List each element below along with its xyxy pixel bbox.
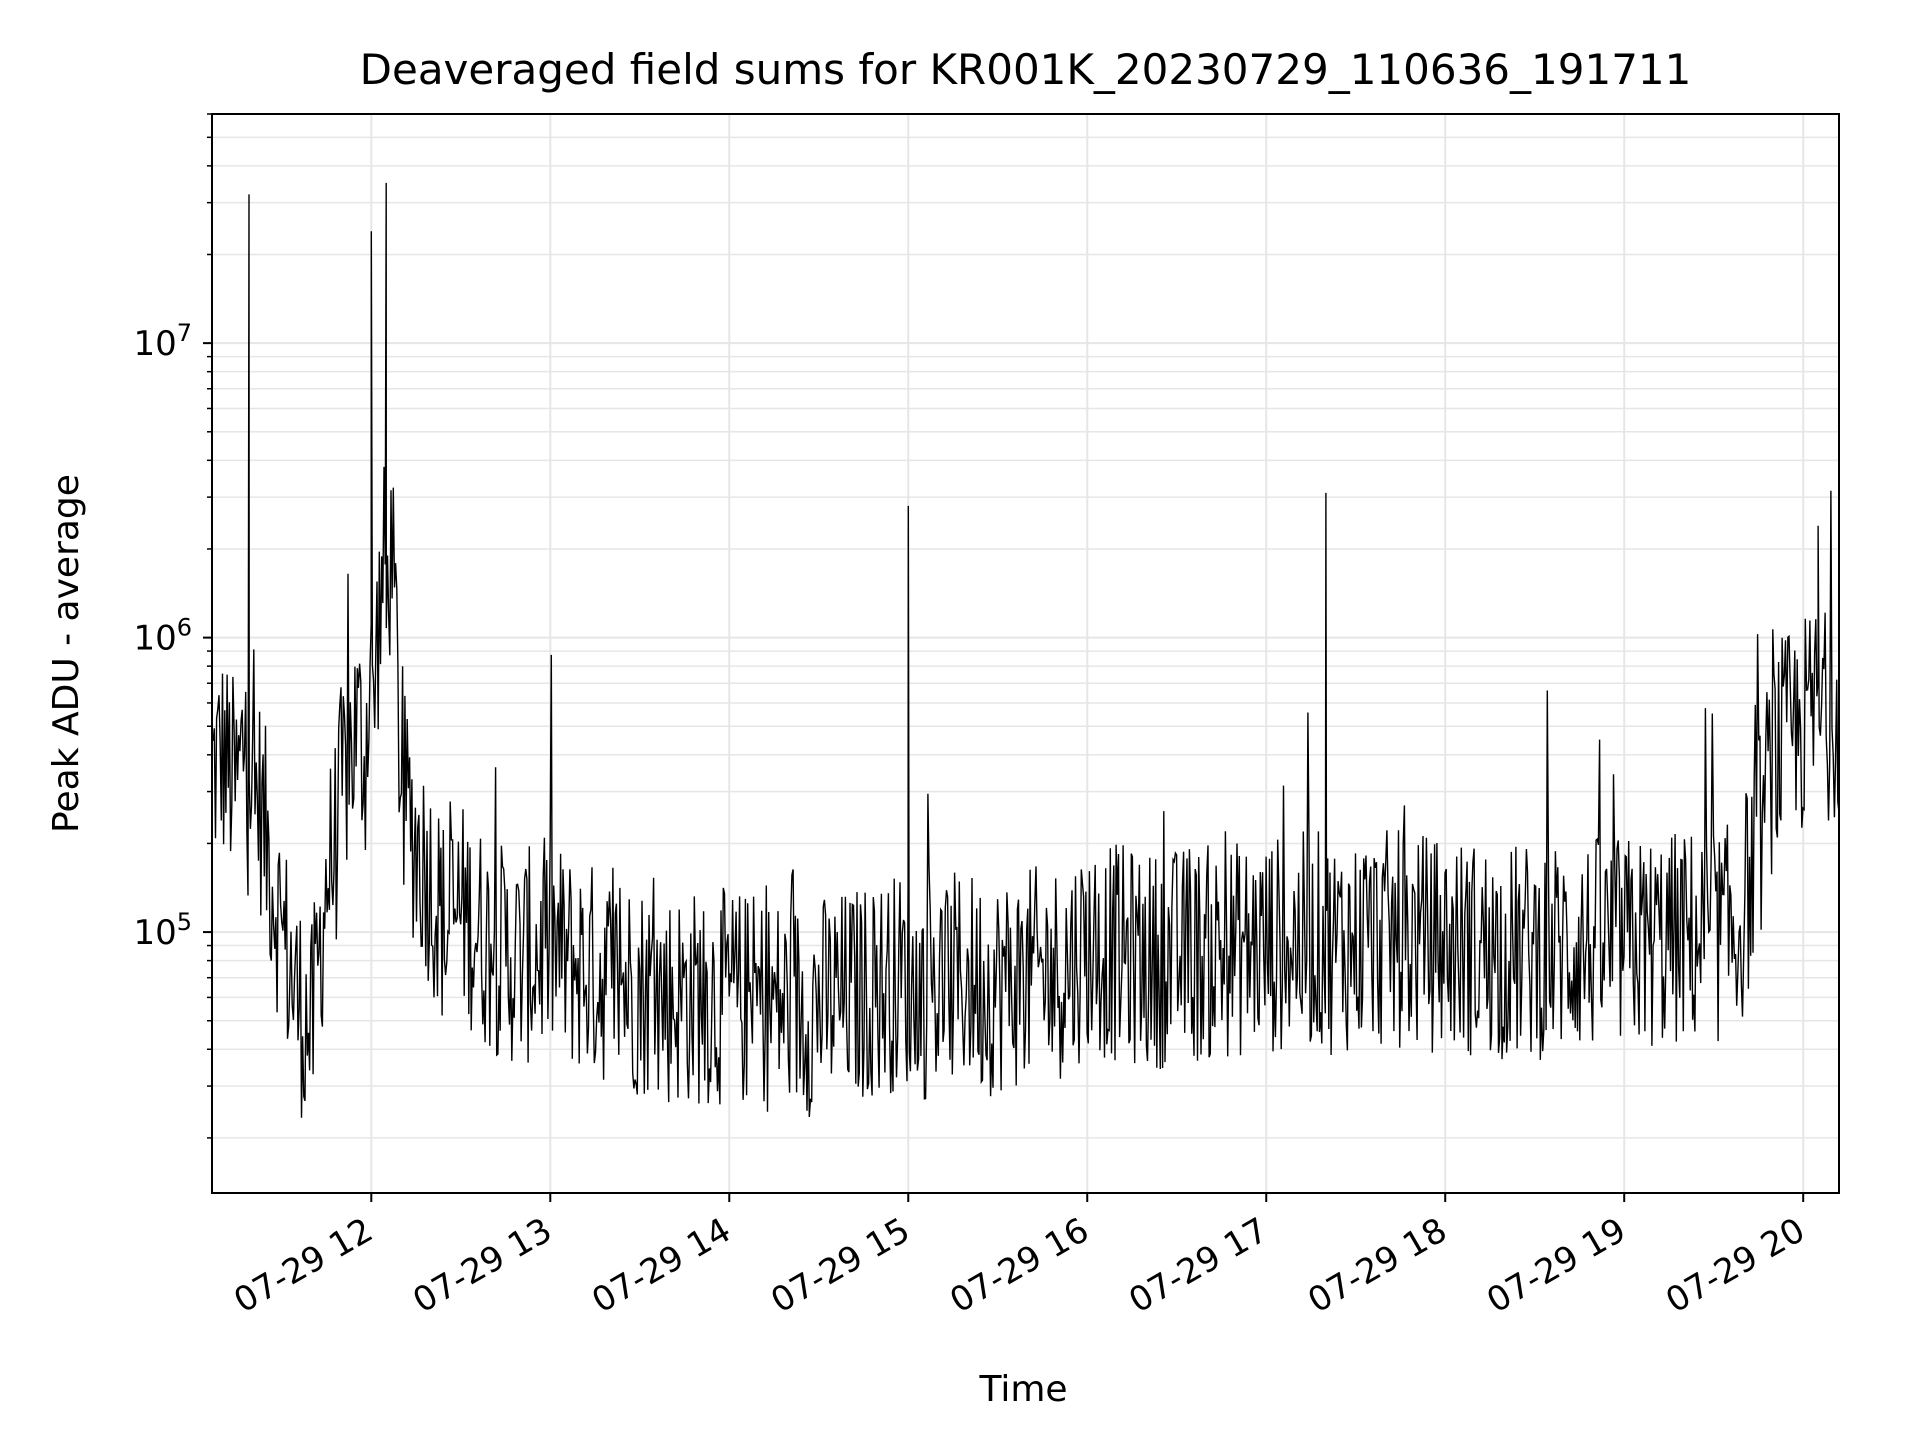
y-tick-label: 105 [133, 908, 192, 953]
x-tick-label: 07-29 14 [585, 1210, 737, 1321]
x-tick-label: 07-29 20 [1659, 1210, 1811, 1321]
x-tick-label: 07-29 17 [1122, 1210, 1274, 1321]
chart-title: Deaveraged field sums for KR001K_2023072… [360, 45, 1692, 94]
grid-layer [212, 113, 1839, 1193]
plot-frame [211, 113, 1840, 1194]
x-tick-label: 07-29 15 [764, 1210, 916, 1321]
x-axis-label: Time [978, 1369, 1067, 1410]
x-tick-label: 07-29 13 [406, 1210, 558, 1321]
x-tick-label: 07-29 19 [1480, 1210, 1632, 1321]
x-tick-label: 07-29 16 [943, 1210, 1095, 1321]
y-axis-label: Peak ADU - average [46, 474, 87, 833]
x-tick-label: 07-29 18 [1301, 1210, 1453, 1321]
series-layer [212, 182, 1839, 1118]
x-axis-ticks: 07-29 12 07-29 13 07-29 14 07-29 15 07-29 16… [227, 1193, 1812, 1321]
x-tick-label: 07-29 12 [227, 1210, 379, 1321]
y-tick-label: 106 [133, 614, 192, 659]
series-line [212, 182, 1839, 1118]
y-tick-label: 107 [133, 319, 192, 364]
y-axis-ticks: 105 106 107 [133, 113, 212, 1139]
